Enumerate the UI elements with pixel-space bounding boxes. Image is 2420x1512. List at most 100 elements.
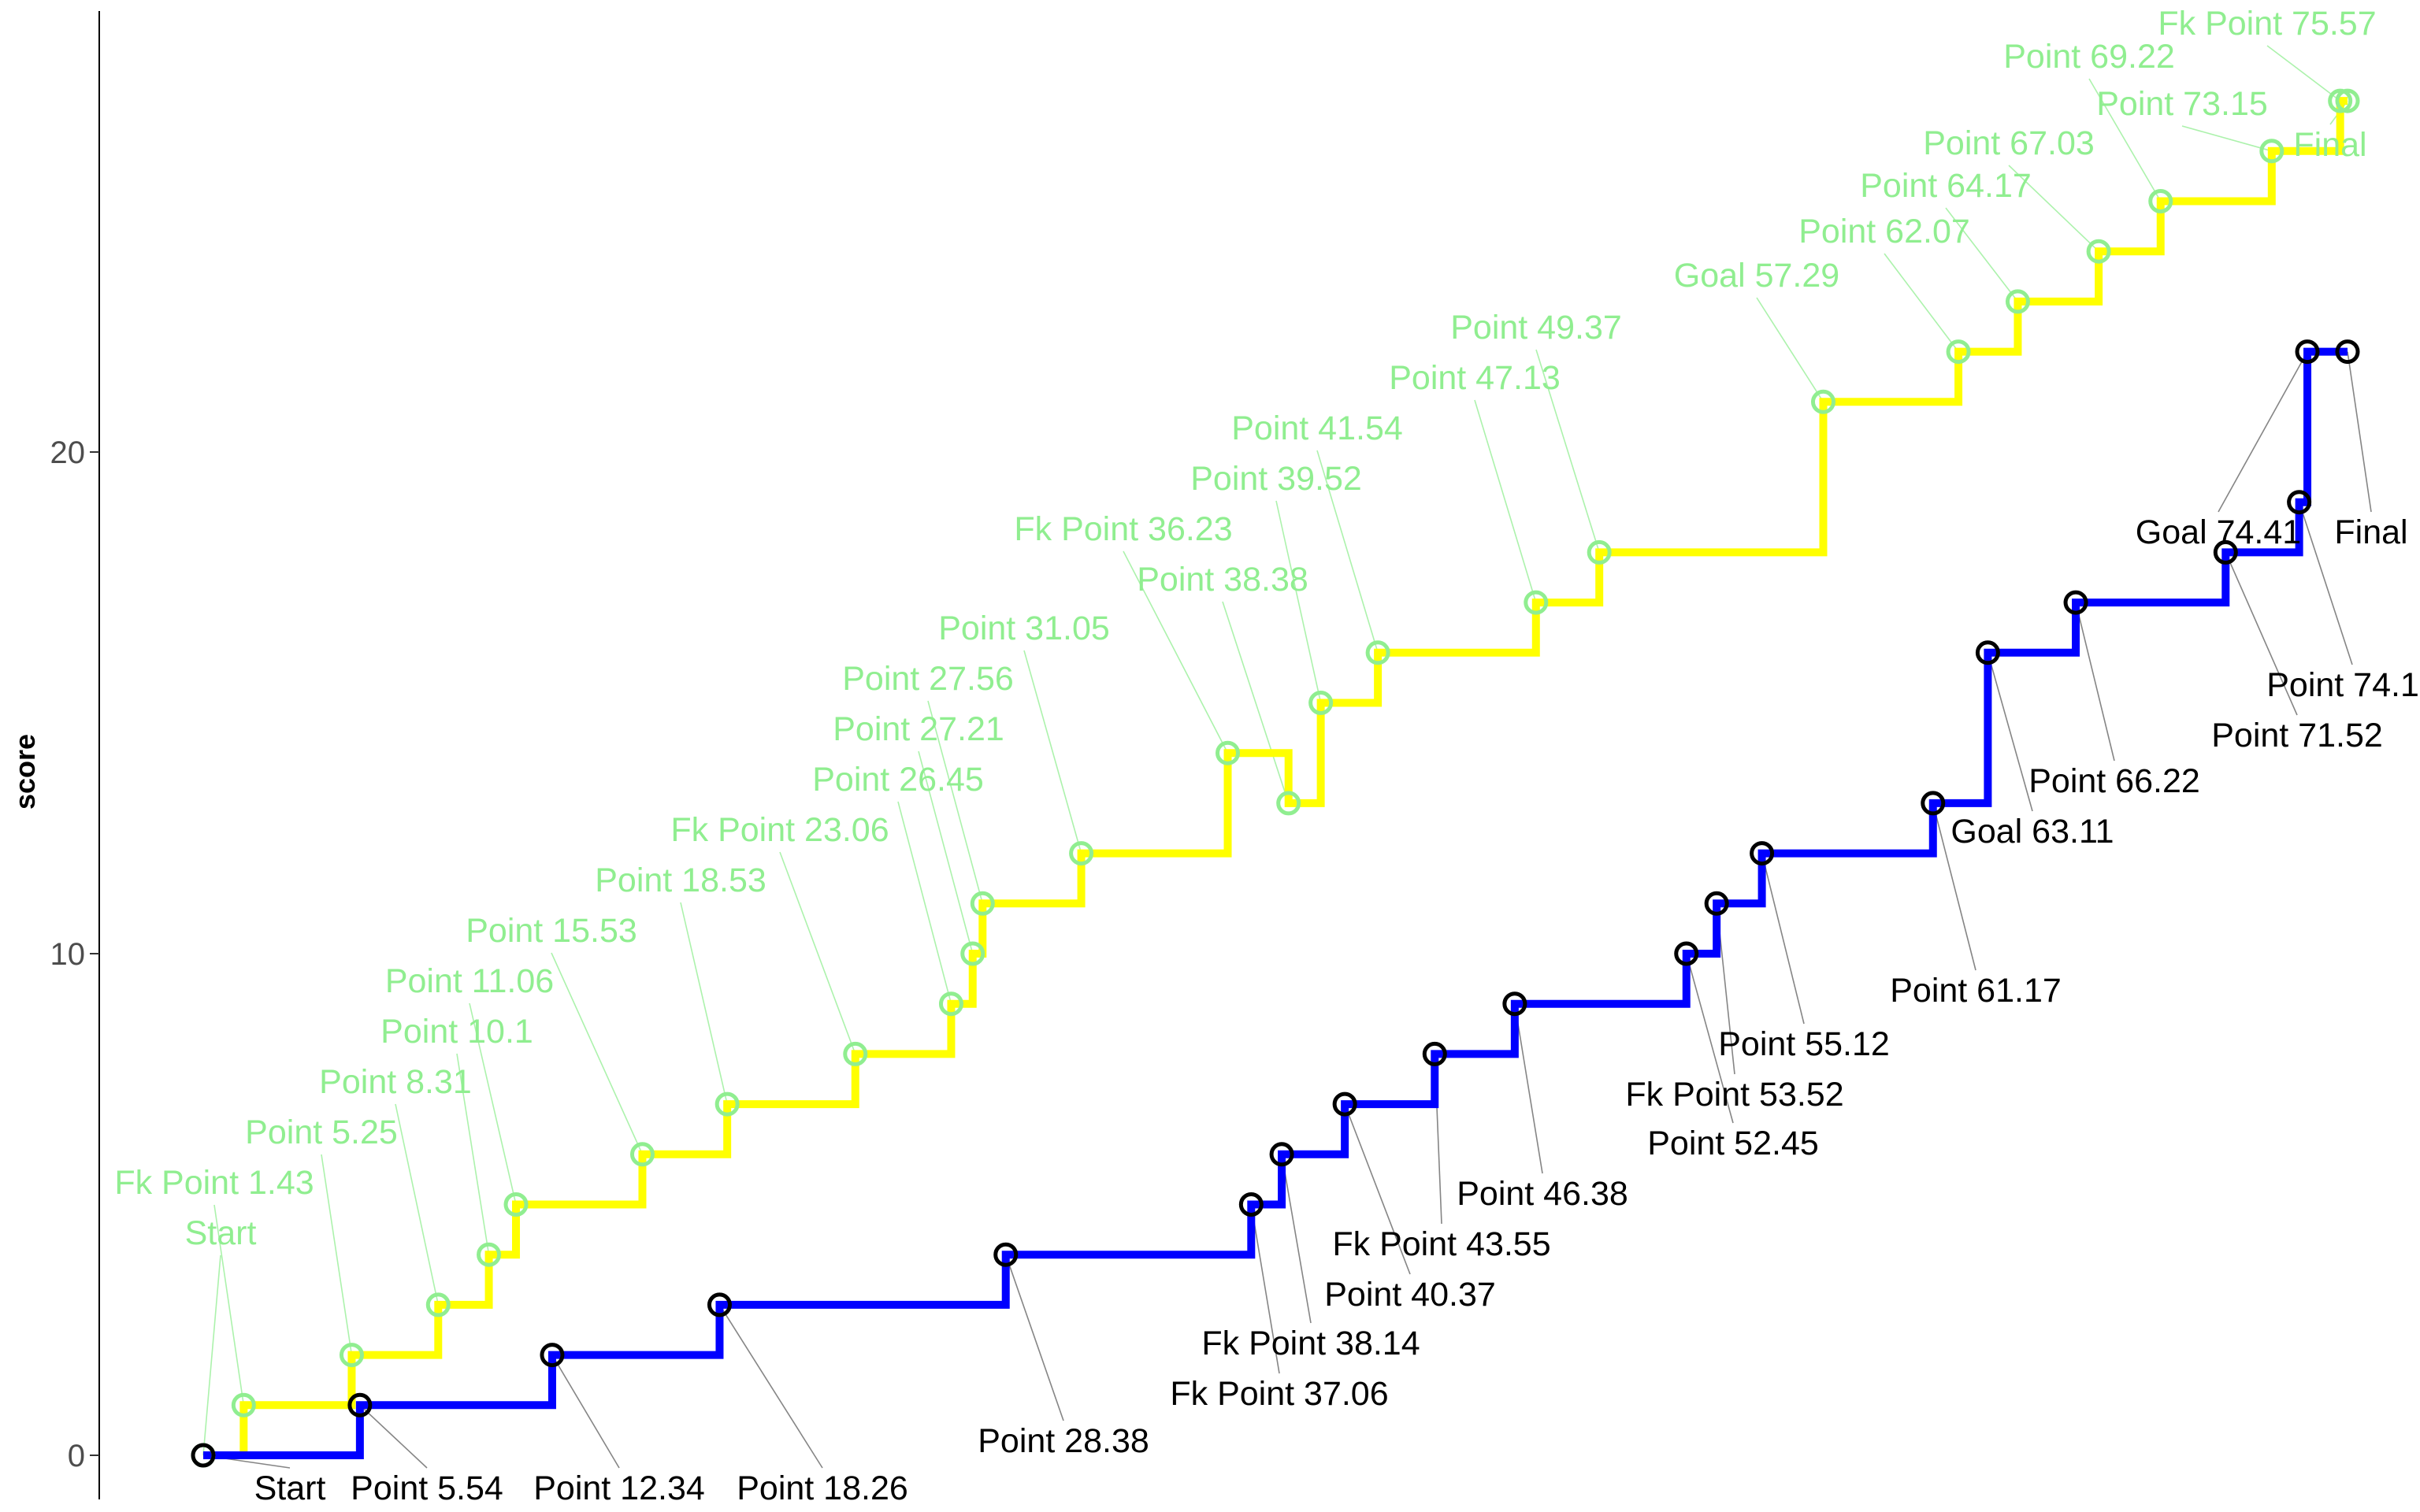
event-label: Point 28.38 (978, 1422, 1149, 1460)
event-label: Point 62.07 (1798, 213, 1970, 250)
label-leader-line (1884, 253, 1959, 353)
event-label: Point 52.45 (1647, 1125, 1819, 1162)
event-point (2086, 239, 2111, 264)
event-point (2063, 590, 2088, 615)
event-point (2213, 539, 2238, 565)
event-label: Final (2334, 513, 2407, 551)
event-label: Fk Point 38.14 (1201, 1325, 1420, 1362)
event-label: Point 5.54 (351, 1469, 503, 1507)
event-label: Point 8.31 (319, 1063, 472, 1101)
event-label: Point 18.26 (737, 1469, 908, 1507)
label-leader-line (1281, 1154, 1312, 1324)
event-labels: Start Fk Point 1.43 Point 5.25 Point 8.31 Po… (114, 5, 2420, 1507)
event-point (1502, 991, 1527, 1017)
event-label: Final (2293, 126, 2366, 164)
event-point (425, 1292, 451, 1317)
event-point (1365, 640, 1390, 665)
event-point (540, 1343, 565, 1368)
event-point (1587, 539, 1612, 565)
event-label: Point 49.37 (1450, 309, 1622, 346)
event-point (477, 1242, 502, 1267)
label-leader-line (1756, 297, 1824, 402)
step-lines (203, 97, 2348, 1459)
y-axis-title: score (9, 734, 41, 810)
label-leader-line (1023, 650, 1082, 854)
event-point (1921, 791, 1946, 816)
event-label: Fk Point 75.57 (2158, 5, 2376, 43)
event-point (1750, 841, 1775, 866)
step-line (203, 347, 2348, 1459)
y-tick-label: 20 (50, 435, 86, 470)
event-label: Goal 57.29 (1674, 257, 1839, 295)
event-label: Point 27.21 (833, 710, 1004, 748)
event-label: Point 10.1 (380, 1013, 533, 1051)
label-leader-line (2266, 45, 2341, 102)
event-label: Point 5.25 (245, 1114, 398, 1151)
event-point (707, 1292, 732, 1317)
y-tick-label: 10 (50, 937, 86, 972)
event-label: Point 66.22 (2028, 762, 2200, 800)
event-label: Point 40.37 (1324, 1276, 1496, 1314)
label-leader-line (2298, 502, 2353, 665)
event-point (1238, 1192, 1264, 1217)
label-leader-line (918, 750, 974, 954)
event-label: Point 64.17 (1860, 167, 2032, 205)
event-label: Point 74.12 (2266, 666, 2420, 704)
event-label: Point 27.56 (842, 660, 1014, 698)
y-axis: 0 10 20 (50, 11, 100, 1499)
event-label: Fk Point 43.55 (1332, 1225, 1550, 1263)
event-point (714, 1091, 740, 1117)
event-point (2005, 289, 2030, 314)
step-line (203, 97, 2348, 1459)
label-leader-line (1250, 1204, 1280, 1374)
label-leader-line (1932, 802, 1976, 971)
event-label: Point 61.17 (1890, 972, 2062, 1010)
event-point (1069, 841, 1094, 866)
label-leader-line (1945, 207, 2019, 302)
event-point (2287, 490, 2312, 515)
label-leader-line (1761, 853, 1805, 1025)
label-leader-line (2088, 78, 2162, 202)
event-point (503, 1192, 529, 1217)
label-leader-line (2347, 351, 2372, 513)
label-leader-line (2181, 125, 2273, 152)
event-point (993, 1242, 1019, 1267)
label-leader-line (1316, 450, 1379, 654)
label-leader-line (359, 1404, 428, 1469)
label-leader-line (680, 902, 728, 1105)
label-leader-line (1275, 500, 1322, 703)
label-leader-line (1222, 601, 1290, 804)
event-label: Point 67.03 (1923, 124, 2095, 162)
event-label: Point 46.38 (1457, 1175, 1628, 1213)
event-point (1674, 941, 1699, 966)
event-label: Fk Point 53.52 (1625, 1076, 1843, 1114)
event-label: Point 39.52 (1190, 460, 1362, 498)
event-label: Start (254, 1469, 326, 1507)
label-leader-line (2218, 351, 2308, 513)
event-point (2328, 88, 2353, 113)
event-label: Point 31.05 (938, 610, 1110, 647)
event-label: Point 47.13 (1389, 359, 1561, 397)
y-tick-label: 0 (68, 1439, 85, 1473)
label-leader-line (2008, 165, 2099, 252)
event-label: Point 41.54 (1231, 410, 1403, 447)
event-label: Fk Point 23.06 (670, 811, 889, 849)
event-point (191, 1443, 216, 1468)
event-point (339, 1343, 364, 1368)
label-leader-line (1123, 550, 1229, 754)
label-leader-line (202, 1254, 221, 1456)
event-point (843, 1041, 868, 1066)
event-label: Point 73.15 (2096, 85, 2268, 123)
event-point (2335, 339, 2360, 365)
event-point (2335, 88, 2360, 113)
label-leader-line (927, 700, 984, 904)
event-label: Point 38.38 (1137, 561, 1308, 598)
event-label: Goal 63.11 (1950, 813, 2114, 850)
event-point (231, 1392, 256, 1418)
event-label: Point 55.12 (1718, 1025, 1890, 1063)
label-leader-line (213, 1204, 245, 1406)
event-label: Fk Point 1.43 (114, 1164, 314, 1202)
event-point (1276, 791, 1301, 816)
event-point (1269, 1142, 1294, 1167)
event-point (1332, 1091, 1357, 1117)
